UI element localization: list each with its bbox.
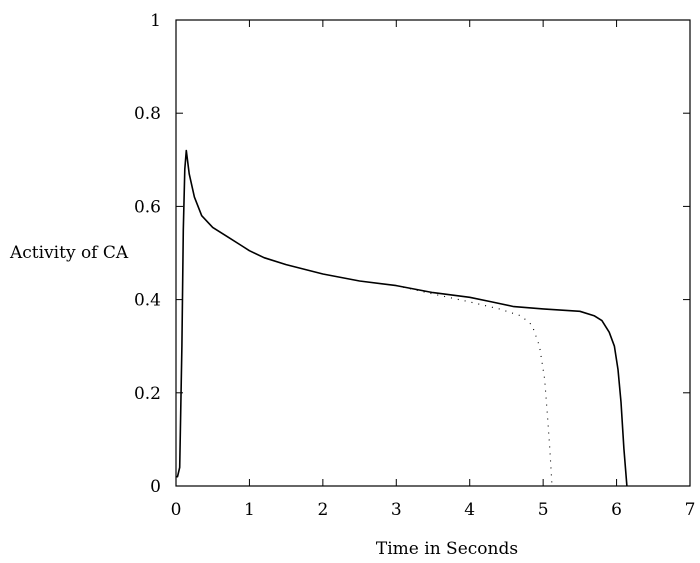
x-axis-label: Time in Seconds: [376, 539, 518, 559]
x-tick-label: 7: [685, 500, 696, 520]
x-tick-label: 1: [244, 500, 255, 520]
x-tick-label: 0: [171, 500, 182, 520]
y-tick-label: 0.2: [134, 384, 161, 404]
series-line-solid: [176, 149, 628, 487]
y-tick-label: 0.8: [134, 104, 161, 124]
plot-frame: [175, 19, 691, 487]
series-layer: [176, 149, 628, 487]
x-tick-label: 4: [464, 500, 475, 520]
y-tick-label: 0: [150, 477, 161, 497]
y-axis-label: Activity of CA: [9, 243, 129, 263]
y-tick-label: 0.6: [134, 197, 161, 217]
x-tick-label: 6: [611, 500, 622, 520]
tick-labels-layer: 0 1 2 3 4 5 6 7 0 0.2 0.4 0.6 0.8 1: [134, 11, 695, 520]
y-tick-label: 1: [150, 11, 161, 31]
x-tick-label: 5: [538, 500, 549, 520]
x-tick-label: 3: [391, 500, 402, 520]
x-tick-label: 2: [317, 500, 328, 520]
series-line-dotted: [396, 285, 553, 487]
y-tick-label: 0.4: [134, 291, 161, 311]
